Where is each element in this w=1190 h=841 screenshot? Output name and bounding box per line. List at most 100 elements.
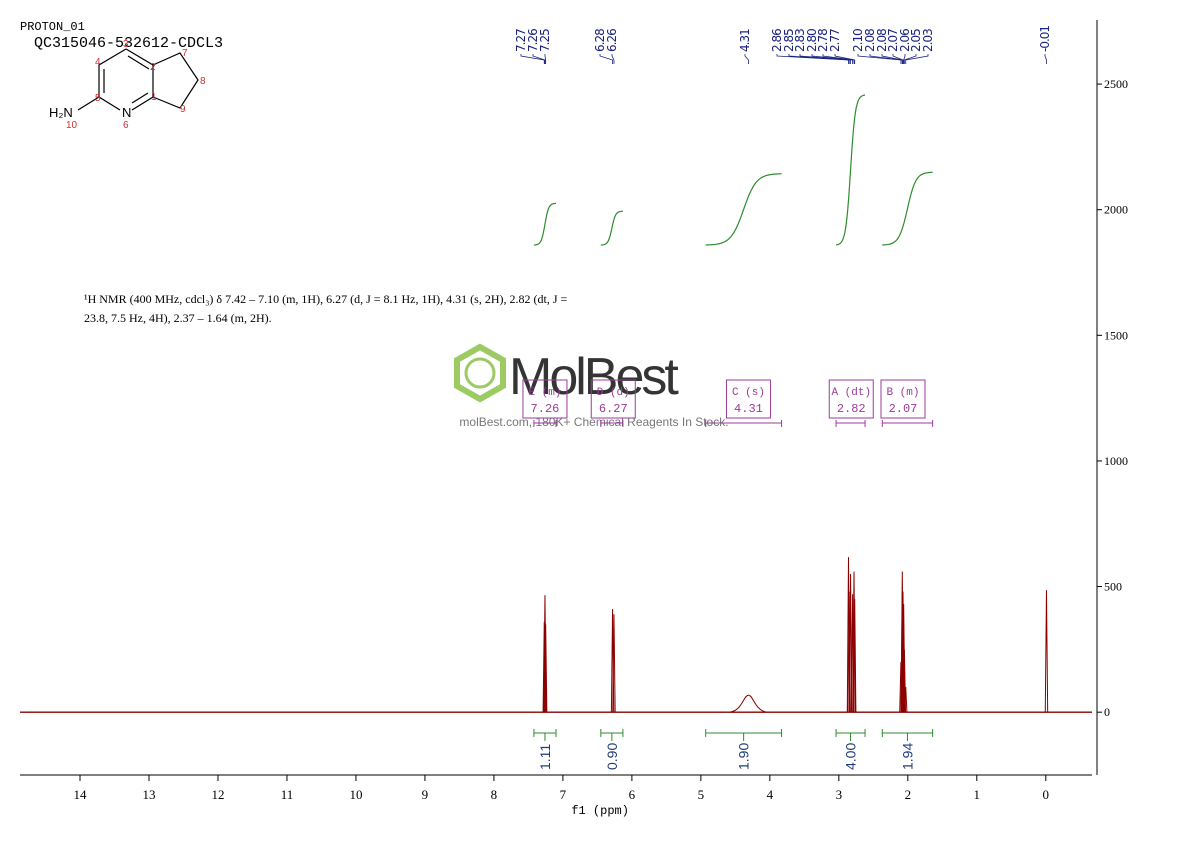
peak-label: 7.27 bbox=[514, 29, 528, 52]
peak-label: 4.31 bbox=[738, 29, 752, 52]
multiplet-box bbox=[522, 379, 568, 419]
peak bbox=[612, 614, 616, 713]
peak bbox=[852, 571, 856, 713]
y-tick-label: 2000 bbox=[1104, 203, 1128, 217]
integral-curve bbox=[533, 202, 557, 246]
multiplet-range bbox=[705, 420, 783, 427]
peak-connector bbox=[857, 54, 902, 64]
watermark-tagline: molBest.com, 180K+ Chemical Reagents In … bbox=[459, 415, 728, 429]
multiplet-label: A (dt) bbox=[831, 387, 871, 399]
integral-curve bbox=[835, 94, 866, 246]
x-tick-label: 8 bbox=[491, 787, 498, 802]
integral-range bbox=[835, 729, 866, 741]
peak-label: 2.03 bbox=[921, 29, 935, 52]
peak-label: 2.06 bbox=[898, 29, 912, 52]
integral-curve bbox=[882, 171, 933, 246]
peak-connector bbox=[881, 54, 903, 64]
y-tick-label: 0 bbox=[1104, 705, 1110, 719]
multiplet-shift: 4.31 bbox=[734, 402, 763, 416]
peak-connector bbox=[799, 54, 851, 64]
y-tick-label: 1000 bbox=[1104, 454, 1128, 468]
atom-number: 1 bbox=[151, 92, 157, 103]
peak-label: 2.85 bbox=[782, 29, 796, 52]
y-tick-label: 500 bbox=[1104, 580, 1122, 594]
integral-label: 4.00 bbox=[843, 743, 859, 770]
double-bonds bbox=[103, 55, 150, 104]
multiplet-box bbox=[828, 379, 874, 419]
multiplet-box bbox=[725, 379, 771, 419]
peak-label: 6.28 bbox=[593, 29, 607, 52]
peak bbox=[1044, 590, 1049, 713]
peak bbox=[846, 557, 851, 713]
integral-range bbox=[600, 729, 624, 741]
integral-range bbox=[533, 729, 557, 741]
integral-curve bbox=[705, 173, 782, 246]
atom-number: 7 bbox=[182, 48, 188, 59]
peak-connector bbox=[1044, 54, 1047, 64]
peak bbox=[543, 624, 548, 713]
peak-connector bbox=[822, 54, 855, 64]
peak-label: 2.77 bbox=[828, 29, 842, 52]
multiplet-range bbox=[533, 420, 557, 427]
x-tick-label: 6 bbox=[629, 787, 636, 802]
x-tick-label: 7 bbox=[560, 787, 567, 802]
x-tick-label: 3 bbox=[836, 787, 843, 802]
peak-connector bbox=[903, 54, 917, 64]
atom-number: 5 bbox=[95, 93, 101, 104]
peak-connector bbox=[611, 54, 615, 64]
x-tick-label: 11 bbox=[281, 787, 294, 802]
atom-number: 6 bbox=[123, 120, 129, 131]
integral-label: 1.11 bbox=[537, 744, 553, 770]
peak-connector bbox=[811, 54, 854, 64]
program-name: PROTON_01 bbox=[20, 20, 85, 34]
multiplet-shift: 2.82 bbox=[837, 402, 866, 416]
integral-range bbox=[881, 729, 934, 741]
peak-label: 2.83 bbox=[793, 29, 807, 52]
peak-label: 2.08 bbox=[875, 29, 889, 52]
atom-numbers: 4 3 2 7 8 5 1 9 N 6 H₂N 10 bbox=[49, 39, 206, 131]
y-tick-label: 1500 bbox=[1104, 328, 1128, 342]
multiplet-range bbox=[881, 420, 934, 427]
multiplet-label: C (s) bbox=[732, 387, 765, 399]
x-tick-label: 5 bbox=[698, 787, 705, 802]
x-tick-label: 10 bbox=[349, 787, 362, 802]
multiplet-range bbox=[835, 420, 866, 427]
integral-range bbox=[705, 729, 783, 741]
peak-label: 2.80 bbox=[805, 29, 819, 52]
x-tick-label: 14 bbox=[74, 787, 88, 802]
x-tick-label: 2 bbox=[905, 787, 912, 802]
peak-label: 2.08 bbox=[863, 29, 877, 52]
peak-connector bbox=[544, 54, 547, 64]
atom-label: H₂N bbox=[49, 105, 73, 120]
multiplet-box bbox=[590, 379, 636, 419]
x-tick-label: 1 bbox=[974, 787, 981, 802]
multiplet-label: B (m) bbox=[886, 387, 919, 399]
peak-label: 7.26 bbox=[526, 29, 540, 52]
multiplet-label: E (m) bbox=[528, 387, 561, 399]
atom-number: 8 bbox=[200, 76, 206, 87]
description-line: ¹H NMR (400 MHz, cdcl₃) δ 7.42 – 7.10 (m… bbox=[84, 292, 567, 306]
y-tick-label: 2500 bbox=[1104, 77, 1128, 91]
peak bbox=[904, 687, 908, 713]
watermark: MolBest bbox=[454, 343, 682, 406]
x-tick-label: 4 bbox=[767, 787, 774, 802]
integral-label: 1.94 bbox=[899, 743, 915, 770]
peak-label: 7.25 bbox=[538, 29, 552, 52]
integral-curve bbox=[600, 210, 623, 246]
atom-number: 10 bbox=[66, 120, 78, 131]
x-tick-label: 9 bbox=[422, 787, 429, 802]
peak-connector bbox=[892, 54, 904, 64]
logo-circle bbox=[464, 357, 496, 389]
peak-connector bbox=[744, 54, 749, 64]
integral-label: 1.90 bbox=[736, 743, 752, 770]
peak-connector bbox=[599, 54, 613, 64]
bonds bbox=[77, 48, 199, 111]
atom-number: 9 bbox=[180, 104, 186, 115]
sample-name: QC315046-532612-CDCL3 bbox=[34, 35, 223, 52]
peak bbox=[852, 599, 857, 713]
peak-connector bbox=[520, 54, 545, 64]
multiplet-shift: 6.27 bbox=[599, 402, 628, 416]
atom-number: 2 bbox=[150, 62, 156, 73]
x-tick-label: 13 bbox=[142, 787, 155, 802]
